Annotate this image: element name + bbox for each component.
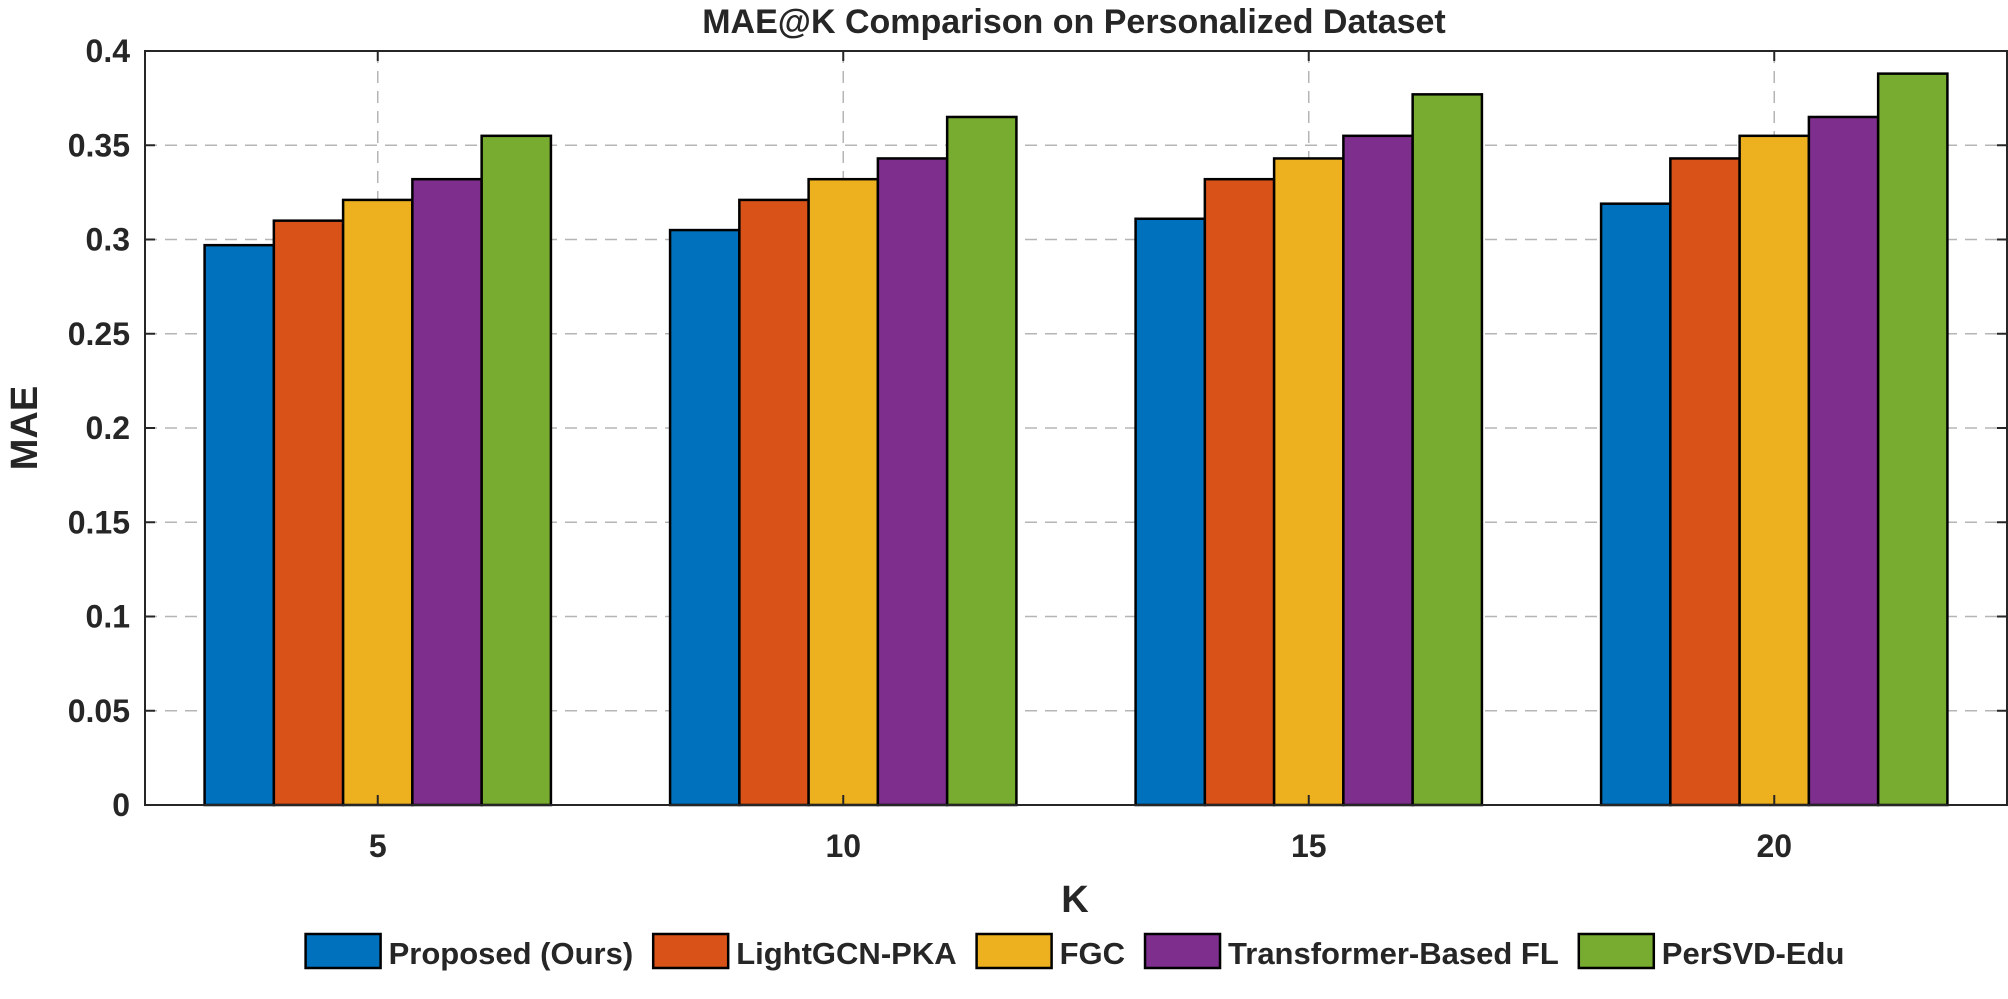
y-tick-label: 0.25: [68, 316, 130, 352]
legend-label: Transformer-Based FL: [1228, 936, 1559, 971]
x-tick-label: 15: [1291, 828, 1327, 864]
y-axis-label: MAE: [4, 386, 46, 470]
bar-fgc-k5: [341, 198, 414, 807]
legend-swatch: [1143, 932, 1222, 970]
bar-lightgcn-pka-k15: [1203, 177, 1276, 807]
bar-transformer-based-fl-k5: [411, 177, 483, 807]
x-axis-ticks: 5 10 15 20: [369, 51, 1792, 864]
legend-label: FGC: [1060, 936, 1125, 971]
x-axis-label: K: [1061, 879, 1089, 921]
bar-persvd-edu-k10: [945, 115, 1018, 807]
bars-group: [203, 72, 1949, 807]
bar-lightgcn-pka-k5: [272, 219, 345, 807]
y-tick-label: 0.1: [86, 599, 130, 635]
chart-title: MAE@K Comparison on Personalized Dataset: [702, 3, 1446, 41]
bar-persvd-edu-k20: [1876, 72, 1949, 807]
y-tick-label: 0.4: [86, 33, 131, 69]
bar-proposed-ours-k20: [1599, 202, 1672, 807]
legend-swatch: [651, 932, 730, 970]
legend-swatch: [975, 932, 1053, 970]
legend-swatch: [1577, 932, 1656, 970]
bar-proposed-ours-k15: [1134, 217, 1207, 807]
y-tick-label: 0.2: [86, 410, 130, 446]
bar-lightgcn-pka-k20: [1669, 157, 1741, 807]
bar-fgc-k20: [1738, 134, 1811, 807]
bar-persvd-edu-k5: [480, 134, 553, 807]
x-tick-label: 10: [825, 828, 861, 864]
y-axis-ticks: 0 0.05 0.1 0.15 0.2 0.25 0.3 0.35 0.4: [68, 33, 2007, 823]
legend-label: LightGCN-PKA: [736, 936, 956, 971]
bar-lightgcn-pka-k10: [738, 198, 810, 807]
y-tick-label: 0.3: [86, 222, 130, 258]
y-tick-label: 0.05: [68, 693, 130, 729]
bar-proposed-ours-k10: [668, 228, 741, 807]
legend-swatch: [304, 932, 382, 970]
legend-label: PerSVD-Edu: [1662, 936, 1845, 971]
y-tick-label: 0.35: [68, 127, 130, 163]
x-tick-label: 20: [1756, 828, 1792, 864]
y-tick-label: 0.15: [68, 504, 130, 540]
bar-fgc-k15: [1272, 157, 1345, 807]
legend-label: Proposed (Ours): [389, 936, 634, 971]
bar-fgc-k10: [807, 177, 880, 807]
bar-proposed-ours-k5: [203, 243, 276, 807]
legend: Proposed (Ours) LightGCN-PKA FGC Transforme…: [304, 932, 1845, 971]
bar-transformer-based-fl-k15: [1342, 134, 1414, 807]
x-tick-label: 5: [369, 828, 387, 864]
bar-transformer-based-fl-k20: [1807, 115, 1880, 807]
y-tick-label: 0: [112, 787, 130, 823]
bar-transformer-based-fl-k10: [876, 157, 949, 807]
bar-persvd-edu-k15: [1411, 93, 1484, 807]
